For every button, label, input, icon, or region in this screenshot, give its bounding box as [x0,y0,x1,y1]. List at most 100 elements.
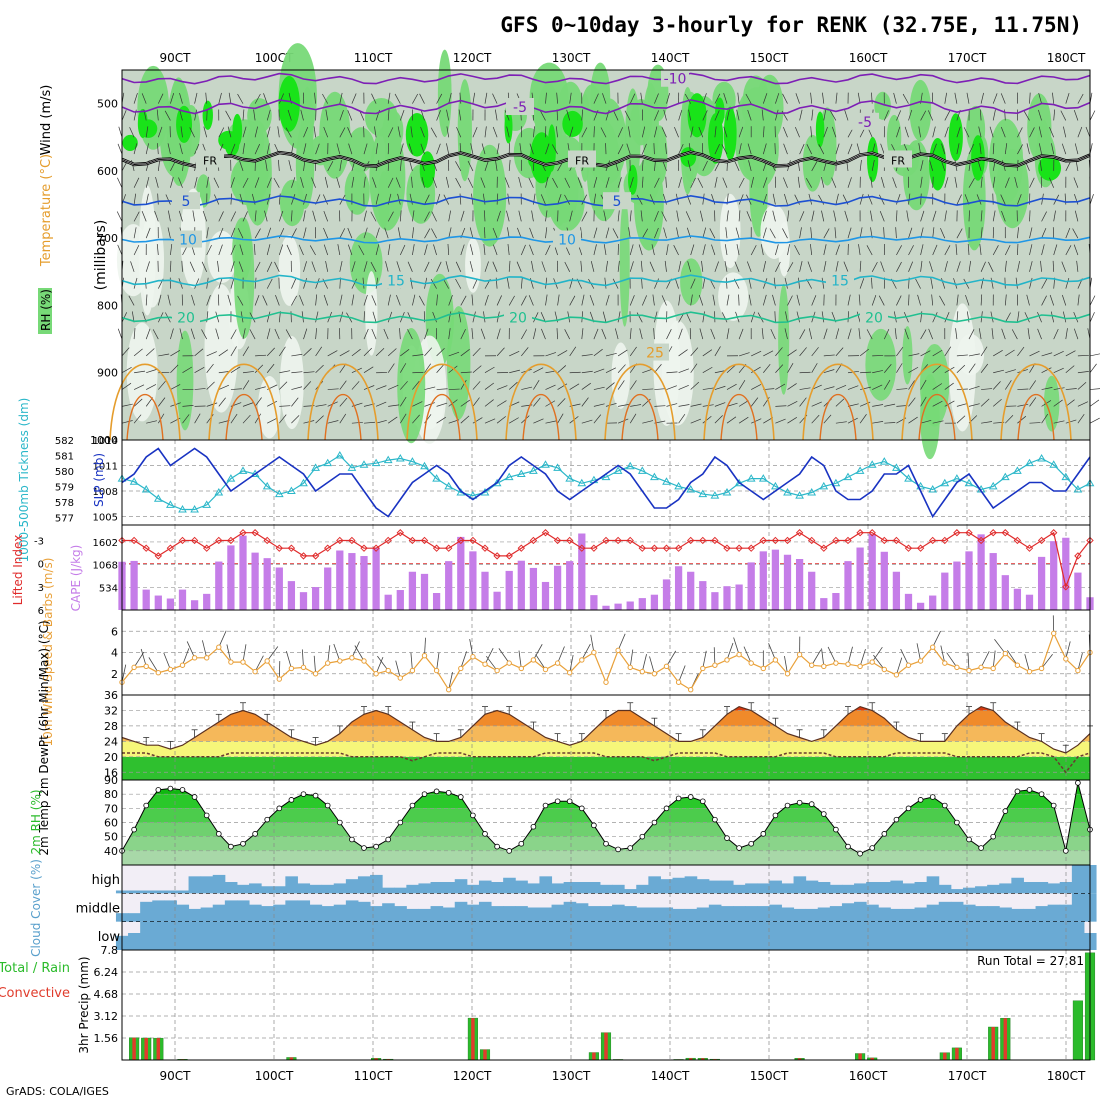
wind-barb [733,637,740,655]
cape-bar [142,589,150,610]
cloud-bar-high [720,880,734,894]
wind-barb [1017,415,1027,424]
wind-barb [678,328,683,340]
wind-barb [896,657,903,675]
wind-barb [799,227,802,239]
wind-barb [666,403,678,407]
li-tick: -3 [34,536,44,547]
rh2m-point [457,794,464,800]
li-point [553,536,562,545]
wind-barb [808,328,813,340]
wind-barb [507,244,510,256]
wind-barb [155,176,159,188]
time-label-bottom: 160CT [849,1069,888,1083]
precip-convective-bar [144,1038,148,1060]
wind10m-point [167,666,174,673]
wind-barb [726,294,730,306]
temp-tick: 20 [104,751,118,764]
wind-barb [157,159,161,171]
wind-barb [871,294,877,306]
wind-barb [1029,127,1035,138]
cloud-bar-low [188,921,202,950]
wind-barb [674,126,679,138]
wind-barb [194,278,200,289]
contour-label: FR [575,154,589,167]
wind-barb [145,261,150,272]
wind-barb [666,92,670,104]
wind10m-point [881,666,887,673]
cloud-bar-middle [478,901,492,922]
temp-contour-30 [621,394,659,441]
wind-barb [218,92,222,104]
wind-barb [1038,126,1042,138]
thickness-point [541,460,550,468]
wind-barb [1038,92,1042,104]
wind-barb [469,638,474,657]
wind-barb [1077,294,1080,306]
rh2m-point [409,802,416,809]
rh2m-point [288,797,295,803]
wind-barb [896,295,902,306]
cloud-bar-middle [975,906,988,922]
wind-barb [336,177,341,188]
wind-barb [617,418,629,424]
wind-barb [436,93,443,104]
cape-bar [469,551,477,610]
wind-barb [436,402,448,407]
wind-barb [676,210,679,222]
wind-barb [286,244,292,256]
rh2m-point [663,805,670,812]
wind-barb [242,328,246,340]
li-point [916,544,925,552]
cape-bar [154,595,162,610]
wind-barb [157,126,163,138]
wind-barb [407,261,413,272]
wind-barb [871,160,875,171]
wind-barb [593,126,595,138]
wind-barb [533,312,539,323]
wind-barb [339,397,348,407]
wind-barb [902,93,909,104]
wind-barb [581,397,589,407]
wind-barb [896,405,908,407]
wind-barb [872,420,884,424]
wind-barb [483,311,486,323]
wind-barb [206,244,212,256]
wind-barb [545,277,548,289]
wind-barb [121,312,128,323]
wind-barb [569,92,572,104]
wind-barb [388,404,400,407]
li-point [251,529,259,537]
cloud-bar-low [140,921,153,950]
wind-barb [545,176,549,188]
wind-barb [311,177,316,188]
rh2m-point [651,819,658,826]
cloud-bar-high [491,882,504,894]
cloud-bar-low [1035,921,1049,950]
wind-barb [545,244,551,256]
wind-barb [1073,177,1079,188]
wind-barb [1037,328,1042,340]
wind10m-point [833,660,839,666]
wind-barb [624,110,631,121]
wind-barb [528,295,534,306]
wind-barb [782,228,788,239]
wind-barb [884,403,896,407]
rh-tick: 60 [104,817,118,830]
wind-barb [242,371,254,374]
li-point [469,536,477,545]
wind-barb [762,294,767,306]
wind-barb [170,328,174,340]
li-point [517,544,526,552]
wind-barb [830,110,837,121]
wind-barb [1015,277,1018,289]
temp-contour-30 [423,394,461,441]
wind-barb [799,329,806,340]
wind-barb [714,402,726,407]
wind-barb [492,93,498,104]
wind-barb [748,277,752,289]
wind-barb [275,295,280,306]
wind-barb [194,92,198,104]
wind-barb [956,415,966,424]
wind-barb [315,404,327,407]
